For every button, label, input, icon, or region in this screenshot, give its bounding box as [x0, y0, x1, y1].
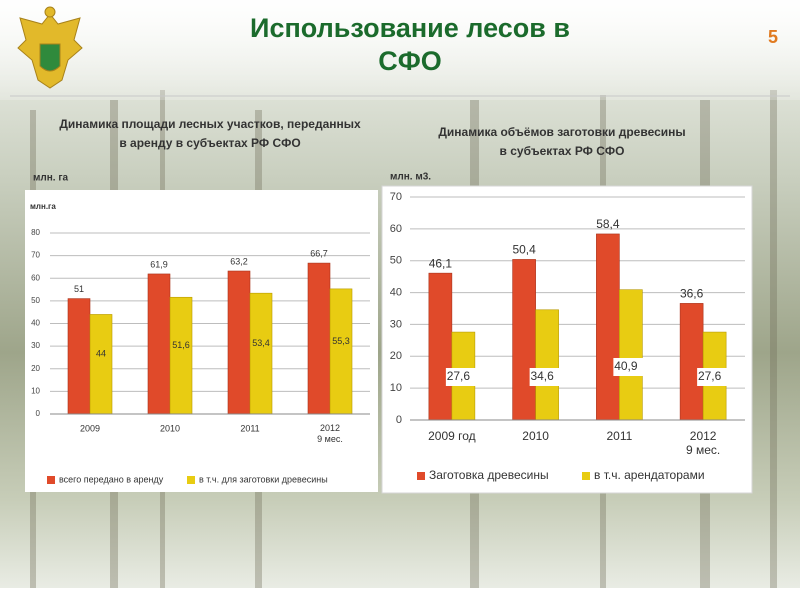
bar: [67, 298, 91, 415]
value-label-box: [613, 358, 649, 376]
y-tick-label: 0: [36, 409, 41, 418]
y-tick-label: 70: [31, 251, 40, 260]
bar: [679, 303, 704, 421]
bar: [329, 288, 353, 415]
value-label-box: [445, 368, 481, 386]
value-label: 27,6: [447, 369, 471, 383]
chart-title: Динамика объёмов заготовки древесины в су…: [438, 125, 685, 158]
y-tick-label: 10: [390, 382, 402, 394]
y-tick-label: 10: [31, 386, 40, 395]
x-tick-label: 2009 год: [428, 429, 476, 443]
header-band: [0, 0, 800, 100]
bar: [428, 272, 453, 421]
y-tick-label: 20: [390, 350, 402, 362]
x-tick-label: 2011: [606, 429, 632, 443]
value-label: 66,7: [310, 248, 328, 258]
value-label: 50,4: [512, 243, 536, 257]
legend-swatch: [582, 472, 590, 480]
bar: [147, 273, 171, 415]
unit-label: млн. м3.: [390, 172, 431, 183]
value-label: 51,6: [172, 340, 190, 350]
value-label: 55,3: [332, 336, 350, 346]
value-label: 46,1: [429, 256, 453, 270]
legend-label: в т.ч. для заготовки древесины: [199, 474, 328, 484]
value-label: 44: [96, 349, 106, 359]
value-label: 58,4: [596, 217, 620, 231]
bar: [619, 289, 643, 421]
value-label: 34,6: [530, 369, 554, 383]
y-tick-label: 70: [390, 191, 402, 203]
page-number: 5: [768, 27, 778, 47]
y-tick-label: 30: [31, 341, 40, 350]
bar: [169, 296, 193, 415]
bar: [249, 292, 273, 415]
slide-title: Использование лесов в СФО: [250, 13, 570, 76]
y-tick-label: 50: [31, 296, 40, 305]
unit-label: млн. га: [33, 173, 69, 184]
y-tick-label: 20: [31, 364, 40, 373]
y-tick-label: 60: [31, 273, 40, 282]
bar: [596, 233, 620, 421]
legend-swatch: [47, 476, 55, 484]
y-tick-label: 40: [390, 286, 402, 298]
y-tick-label: 50: [390, 255, 402, 267]
x-tick-label: 2010: [522, 429, 549, 443]
y-tick-label: 60: [390, 223, 402, 235]
y-tick-label: 40: [31, 319, 40, 328]
x-tick-label: 2012 9 мес.: [686, 429, 720, 457]
value-label: 61,9: [150, 259, 168, 269]
value-label-box: [529, 368, 565, 386]
x-tick-label: 2009: [80, 423, 100, 433]
bar: [512, 259, 536, 421]
value-label: 63,2: [230, 256, 248, 266]
value-label: 53,4: [252, 338, 270, 348]
legend-swatch: [417, 472, 425, 480]
bar: [307, 262, 331, 415]
y-tick-label: 0: [396, 414, 402, 426]
emblem: [17, 6, 83, 89]
x-tick-label: 2010: [160, 423, 180, 433]
bar: [535, 309, 559, 421]
value-label: 51: [74, 284, 84, 294]
legend-label: Заготовка древесины: [429, 468, 549, 482]
bar: [89, 314, 113, 415]
legend-label: всего передано в аренду: [59, 474, 164, 484]
legend-swatch: [187, 476, 195, 484]
x-tick-label: 2012 9 мес.: [317, 423, 343, 444]
unit-label: млн.га: [30, 202, 56, 211]
y-tick-label: 30: [390, 318, 402, 330]
chart-title: Динамика площади лесных участков, переда…: [59, 117, 361, 150]
value-label-box: [697, 368, 733, 386]
y-tick-label: 80: [31, 228, 40, 237]
bar: [227, 270, 251, 415]
value-label: 36,6: [680, 287, 704, 301]
value-label: 40,9: [614, 359, 638, 373]
x-tick-label: 2011: [240, 423, 259, 433]
legend-label: в т.ч. арендаторами: [594, 468, 705, 482]
value-label: 27,6: [698, 369, 722, 383]
